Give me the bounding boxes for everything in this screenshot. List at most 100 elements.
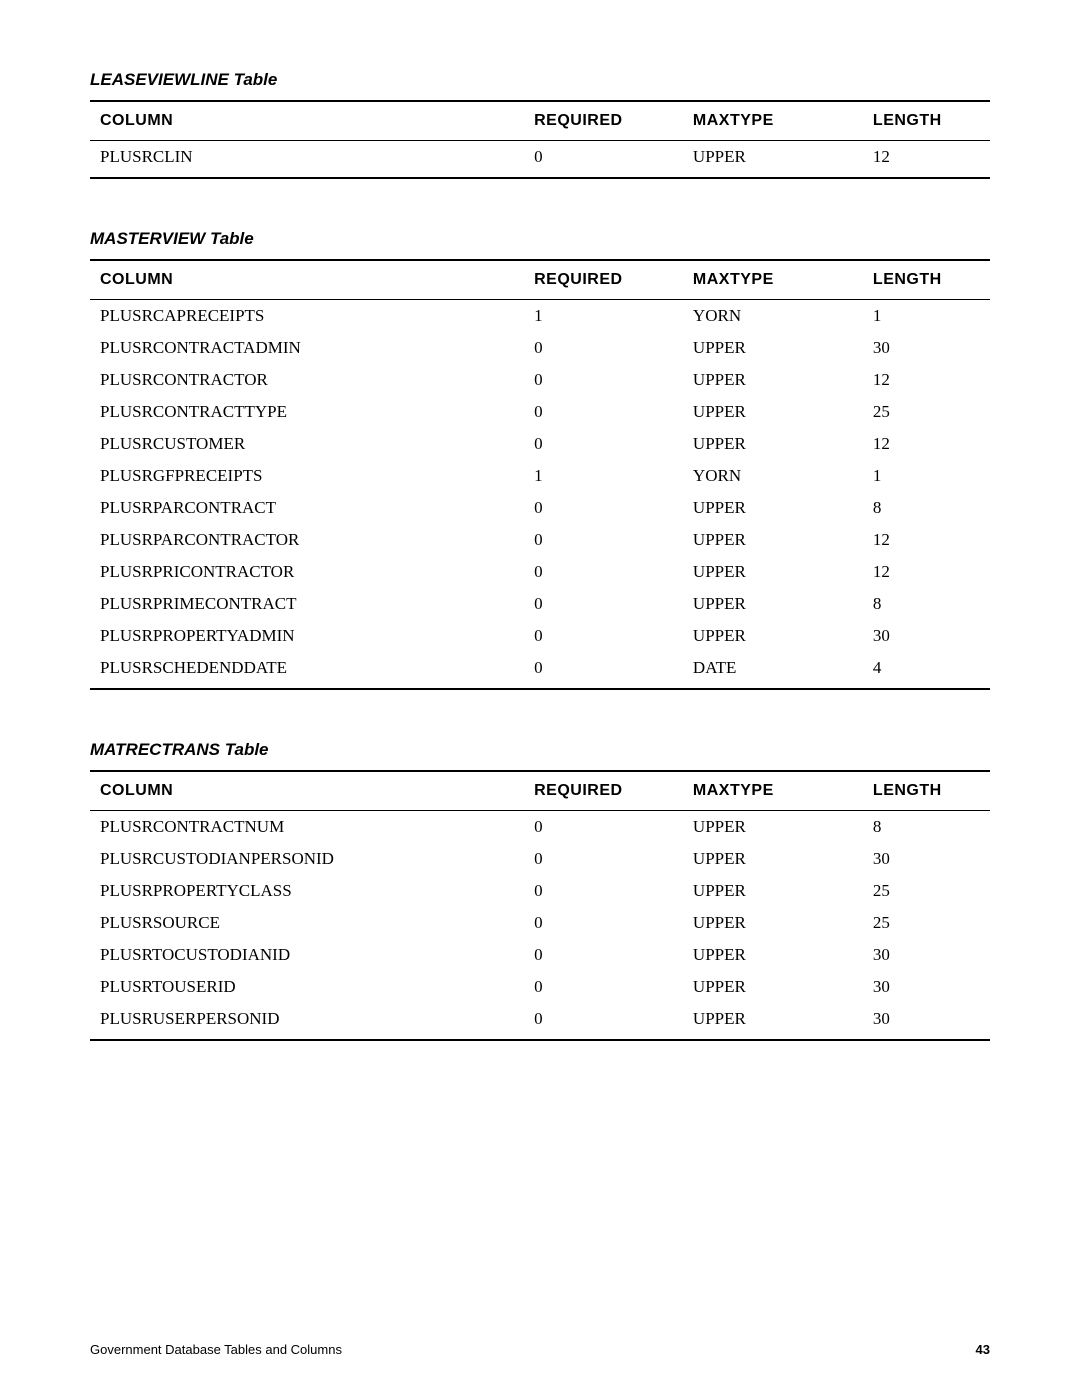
column-header: MAXTYPE — [683, 771, 863, 811]
table-cell: 12 — [863, 524, 990, 556]
column-header: MAXTYPE — [683, 260, 863, 300]
db-table: COLUMNREQUIREDMAXTYPELENGTHPLUSRCLIN0UPP… — [90, 100, 990, 179]
column-header: REQUIRED — [524, 101, 683, 141]
table-cell: 0 — [524, 492, 683, 524]
table-cell: UPPER — [683, 428, 863, 460]
table-cell: PLUSRCONTRACTADMIN — [90, 332, 524, 364]
table-cell: 1 — [524, 460, 683, 492]
section-title: MASTERVIEW Table — [90, 229, 990, 249]
table-cell: 30 — [863, 971, 990, 1003]
table-cell: PLUSRPARCONTRACT — [90, 492, 524, 524]
table-row: PLUSRPROPERTYADMIN0UPPER30 — [90, 620, 990, 652]
table-cell: 30 — [863, 620, 990, 652]
table-cell: UPPER — [683, 364, 863, 396]
table-cell: PLUSRPROPERTYCLASS — [90, 875, 524, 907]
column-header: COLUMN — [90, 101, 524, 141]
table-cell: 0 — [524, 396, 683, 428]
table-cell: 0 — [524, 524, 683, 556]
table-cell: 30 — [863, 939, 990, 971]
table-cell: 25 — [863, 396, 990, 428]
table-cell: PLUSRTOCUSTODIANID — [90, 939, 524, 971]
table-cell: PLUSRTOUSERID — [90, 971, 524, 1003]
table-row: PLUSRPRIMECONTRACT0UPPER8 — [90, 588, 990, 620]
table-cell: UPPER — [683, 332, 863, 364]
table-cell: UPPER — [683, 875, 863, 907]
table-cell: 8 — [863, 492, 990, 524]
table-cell: UPPER — [683, 492, 863, 524]
table-row: PLUSRSCHEDENDDATE0DATE4 — [90, 652, 990, 689]
table-row: PLUSRCONTRACTOR0UPPER12 — [90, 364, 990, 396]
table-row: PLUSRUSERPERSONID0UPPER30 — [90, 1003, 990, 1040]
sections-container: LEASEVIEWLINE TableCOLUMNREQUIREDMAXTYPE… — [90, 70, 990, 1041]
table-cell: UPPER — [683, 971, 863, 1003]
table-row: PLUSRCONTRACTADMIN0UPPER30 — [90, 332, 990, 364]
table-cell: UPPER — [683, 939, 863, 971]
table-cell: 25 — [863, 875, 990, 907]
table-cell: UPPER — [683, 524, 863, 556]
table-cell: PLUSRPARCONTRACTOR — [90, 524, 524, 556]
table-row: PLUSRPARCONTRACTOR0UPPER12 — [90, 524, 990, 556]
table-row: PLUSRCLIN0UPPER12 — [90, 141, 990, 179]
db-table: COLUMNREQUIREDMAXTYPELENGTHPLUSRCONTRACT… — [90, 770, 990, 1041]
table-row: PLUSRPARCONTRACT0UPPER8 — [90, 492, 990, 524]
table-row: PLUSRPROPERTYCLASS0UPPER25 — [90, 875, 990, 907]
table-cell: 0 — [524, 971, 683, 1003]
table-cell: 0 — [524, 652, 683, 689]
column-header: COLUMN — [90, 260, 524, 300]
table-row: PLUSRGFPRECEIPTS1YORN1 — [90, 460, 990, 492]
table-cell: 0 — [524, 1003, 683, 1040]
column-header: LENGTH — [863, 101, 990, 141]
table-cell: PLUSRGFPRECEIPTS — [90, 460, 524, 492]
table-cell: PLUSRCONTRACTNUM — [90, 811, 524, 844]
column-header: MAXTYPE — [683, 101, 863, 141]
table-cell: 0 — [524, 843, 683, 875]
table-cell: 1 — [524, 300, 683, 333]
document-page: LEASEVIEWLINE TableCOLUMNREQUIREDMAXTYPE… — [0, 0, 1080, 1397]
db-table: COLUMNREQUIREDMAXTYPELENGTHPLUSRCAPRECEI… — [90, 259, 990, 690]
table-cell: 0 — [524, 332, 683, 364]
table-cell: PLUSRPRIMECONTRACT — [90, 588, 524, 620]
table-cell: YORN — [683, 300, 863, 333]
column-header: COLUMN — [90, 771, 524, 811]
table-cell: 30 — [863, 843, 990, 875]
table-cell: UPPER — [683, 843, 863, 875]
table-cell: PLUSRCONTRACTOR — [90, 364, 524, 396]
page-footer: Government Database Tables and Columns 4… — [90, 1342, 990, 1357]
table-row: PLUSRCUSTOMER0UPPER12 — [90, 428, 990, 460]
table-cell: UPPER — [683, 811, 863, 844]
table-cell: 30 — [863, 332, 990, 364]
table-cell: PLUSRSCHEDENDDATE — [90, 652, 524, 689]
table-cell: 0 — [524, 588, 683, 620]
table-cell: 12 — [863, 364, 990, 396]
table-cell: 0 — [524, 556, 683, 588]
table-cell: 12 — [863, 141, 990, 179]
table-cell: PLUSRCUSTODIANPERSONID — [90, 843, 524, 875]
table-cell: 1 — [863, 460, 990, 492]
table-row: PLUSRTOUSERID0UPPER30 — [90, 971, 990, 1003]
column-header: REQUIRED — [524, 771, 683, 811]
table-cell: UPPER — [683, 396, 863, 428]
table-cell: PLUSRCONTRACTTYPE — [90, 396, 524, 428]
table-cell: 4 — [863, 652, 990, 689]
table-cell: PLUSRSOURCE — [90, 907, 524, 939]
table-cell: 0 — [524, 875, 683, 907]
table-cell: PLUSRPROPERTYADMIN — [90, 620, 524, 652]
table-row: PLUSRCUSTODIANPERSONID0UPPER30 — [90, 843, 990, 875]
table-cell: PLUSRPRICONTRACTOR — [90, 556, 524, 588]
table-cell: PLUSRCAPRECEIPTS — [90, 300, 524, 333]
table-cell: UPPER — [683, 907, 863, 939]
table-cell: 0 — [524, 811, 683, 844]
table-cell: 0 — [524, 907, 683, 939]
table-cell: DATE — [683, 652, 863, 689]
table-cell: YORN — [683, 460, 863, 492]
table-row: PLUSRTOCUSTODIANID0UPPER30 — [90, 939, 990, 971]
table-cell: PLUSRUSERPERSONID — [90, 1003, 524, 1040]
table-row: PLUSRCONTRACTNUM0UPPER8 — [90, 811, 990, 844]
table-cell: UPPER — [683, 588, 863, 620]
column-header: LENGTH — [863, 771, 990, 811]
column-header: REQUIRED — [524, 260, 683, 300]
table-cell: PLUSRCUSTOMER — [90, 428, 524, 460]
table-cell: 8 — [863, 811, 990, 844]
table-cell: 12 — [863, 428, 990, 460]
table-row: PLUSRPRICONTRACTOR0UPPER12 — [90, 556, 990, 588]
